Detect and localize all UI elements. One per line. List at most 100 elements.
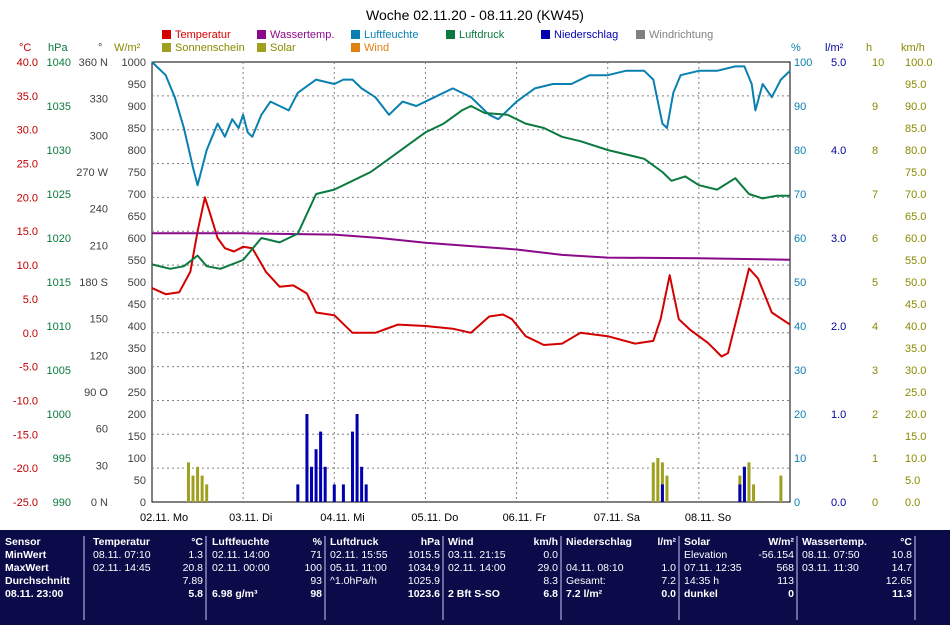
stats-panel-solar: Solar W/m² Elevation -56.154 07.11. 12:35 568… bbox=[684, 536, 798, 620]
legend-swatch bbox=[636, 30, 645, 39]
tick-label-sun: 6 bbox=[872, 233, 878, 245]
stat-value: W/m² bbox=[768, 536, 794, 548]
tick-label-wind: 75.0 bbox=[905, 167, 926, 179]
stats-row: 14:35 h 113 bbox=[684, 575, 796, 588]
stats-row: 03.11. 21:15 0.0 bbox=[448, 549, 560, 562]
stats-row: MaxWert bbox=[5, 562, 83, 575]
tick-label-direction: 210 bbox=[90, 240, 108, 252]
tick-label-pressure: 995 bbox=[53, 453, 71, 465]
legend-label: Windrichtung bbox=[649, 29, 713, 41]
stat-label: ^1.0hPa/h bbox=[330, 575, 377, 587]
axis-unit-sun: h bbox=[866, 42, 872, 54]
tick-label-temp: 20.0 bbox=[17, 192, 38, 204]
stat-label: Elevation bbox=[684, 549, 728, 561]
tick-label-temp: 5.0 bbox=[23, 294, 38, 306]
tick-label-solar: 750 bbox=[128, 167, 146, 179]
tick-label-pressure: 1010 bbox=[47, 321, 71, 333]
precip-bar bbox=[310, 466, 313, 502]
tick-label-direction: 120 bbox=[90, 350, 108, 362]
legend-label: Temperatur bbox=[175, 29, 231, 41]
tick-label-wind: 70.0 bbox=[905, 189, 926, 201]
sunshine-bar bbox=[205, 484, 209, 502]
tick-label-solar: 500 bbox=[128, 277, 146, 289]
stats-row: 05.11. 11:00 1034.9 bbox=[330, 562, 442, 575]
tick-label-wind: 50.0 bbox=[905, 277, 926, 289]
tick-label-x: 07.11. Sa bbox=[594, 512, 641, 524]
tick-label-wind: 100.0 bbox=[905, 57, 933, 69]
stat-label: Wind bbox=[448, 536, 474, 548]
legend-label: Solar bbox=[270, 42, 296, 54]
tick-label-solar: 150 bbox=[128, 431, 146, 443]
stats-header: Wassertemp. °C bbox=[802, 536, 914, 549]
tick-label-wind: 60.0 bbox=[905, 233, 926, 245]
precip-bar bbox=[319, 431, 323, 502]
stat-label: 02.11. 14:00 bbox=[212, 549, 270, 561]
stats-header: Luftfeuchte% bbox=[212, 536, 324, 549]
tick-label-temp: 35.0 bbox=[17, 91, 38, 103]
sunshine-bar bbox=[665, 475, 669, 502]
tick-label-solar: 1000 bbox=[122, 57, 146, 69]
tick-label-wind: 5.0 bbox=[905, 475, 920, 487]
series-line bbox=[151, 61, 791, 187]
chart-title: Woche 02.11.20 - 08.11.20 (KW45) bbox=[366, 7, 584, 23]
tick-label-x: 03.11. Di bbox=[229, 512, 272, 524]
stats-header: Luftdruck hPa bbox=[330, 536, 442, 549]
plot-area bbox=[151, 61, 791, 503]
stats-sensor-panel: Sensor MinWert MaxWert Durchschnitt 08.11. 2… bbox=[5, 536, 85, 620]
stat-label: MaxWert bbox=[5, 562, 49, 574]
tick-label-pressure: 1040 bbox=[47, 57, 71, 69]
stat-value: 5.8 bbox=[188, 588, 203, 600]
tick-label-temp: -10.0 bbox=[13, 395, 38, 407]
stats-header: Wind km/h bbox=[448, 536, 560, 549]
legend-swatch bbox=[446, 30, 455, 39]
precip-bar bbox=[660, 484, 664, 502]
stats-panel-humidity: Luftfeuchte% 02.11. 14:00 71 02.11. 00:00 10… bbox=[212, 536, 326, 620]
tick-label-solar: 650 bbox=[128, 211, 146, 223]
tick-label-wind: 25.0 bbox=[905, 387, 926, 399]
tick-label-sun: 1 bbox=[872, 453, 878, 465]
stats-header: Niederschlag l/m² bbox=[566, 536, 678, 549]
tick-label-humidity: 0 bbox=[794, 497, 800, 509]
stat-label: 04.11. 08:10 bbox=[566, 562, 624, 574]
tick-label-solar: 300 bbox=[128, 365, 146, 377]
stats-row: 03.11. 11:30 14.7 bbox=[802, 562, 914, 575]
stats-row: Gesamt: 7.2 bbox=[566, 575, 678, 588]
tick-label-humidity: 70 bbox=[794, 189, 806, 201]
tick-label-wind: 40.0 bbox=[905, 321, 926, 333]
stat-value: 10.8 bbox=[891, 549, 912, 561]
stats-header: Sensor bbox=[5, 536, 83, 549]
stat-value: 1025.9 bbox=[407, 575, 440, 587]
stat-value: 20.8 bbox=[182, 562, 203, 574]
tick-label-pressure: 1035 bbox=[47, 101, 71, 113]
tick-label-sun: 4 bbox=[872, 321, 878, 333]
axis-unit-direction: ° bbox=[98, 42, 102, 54]
tick-label-sun: 3 bbox=[872, 365, 878, 377]
tick-label-direction: 300 bbox=[90, 130, 108, 142]
stat-value: 29.0 bbox=[537, 562, 558, 574]
stat-value: 8.3 bbox=[543, 575, 558, 587]
precip-bar bbox=[314, 449, 318, 502]
stat-value: -56.154 bbox=[758, 549, 794, 561]
tick-label-humidity: 90 bbox=[794, 101, 806, 113]
tick-label-direction: 330 bbox=[90, 94, 108, 106]
axis-unit-humidity: % bbox=[791, 42, 801, 54]
tick-label-temp: 30.0 bbox=[17, 125, 38, 137]
stat-value: hPa bbox=[420, 536, 440, 548]
stat-label: 08.11. 23:00 bbox=[5, 588, 64, 600]
stats-row: 11.3 bbox=[802, 588, 914, 601]
stat-value: l/m² bbox=[657, 536, 676, 548]
precip-bar bbox=[351, 431, 355, 502]
stats-row: 2 Bft S-SO 6.8 bbox=[448, 588, 560, 601]
stat-value: 11.3 bbox=[892, 588, 912, 600]
sunshine-bar bbox=[752, 484, 756, 502]
tick-label-x: 08.11. So bbox=[685, 512, 731, 524]
stats-panel-water: Wassertemp. °C 08.11. 07:50 10.8 03.11. 11:3… bbox=[802, 536, 916, 620]
stat-value: 0 bbox=[788, 588, 794, 600]
legend-swatch bbox=[162, 30, 171, 39]
axis-unit-pressure: hPa bbox=[48, 42, 68, 54]
tick-label-temp: -5.0 bbox=[19, 362, 38, 374]
stat-label: 02.11. 14:45 bbox=[93, 562, 151, 574]
stat-value: 6.8 bbox=[543, 588, 558, 600]
stat-value: °C bbox=[191, 536, 203, 548]
stats-row: 93 bbox=[212, 575, 324, 588]
